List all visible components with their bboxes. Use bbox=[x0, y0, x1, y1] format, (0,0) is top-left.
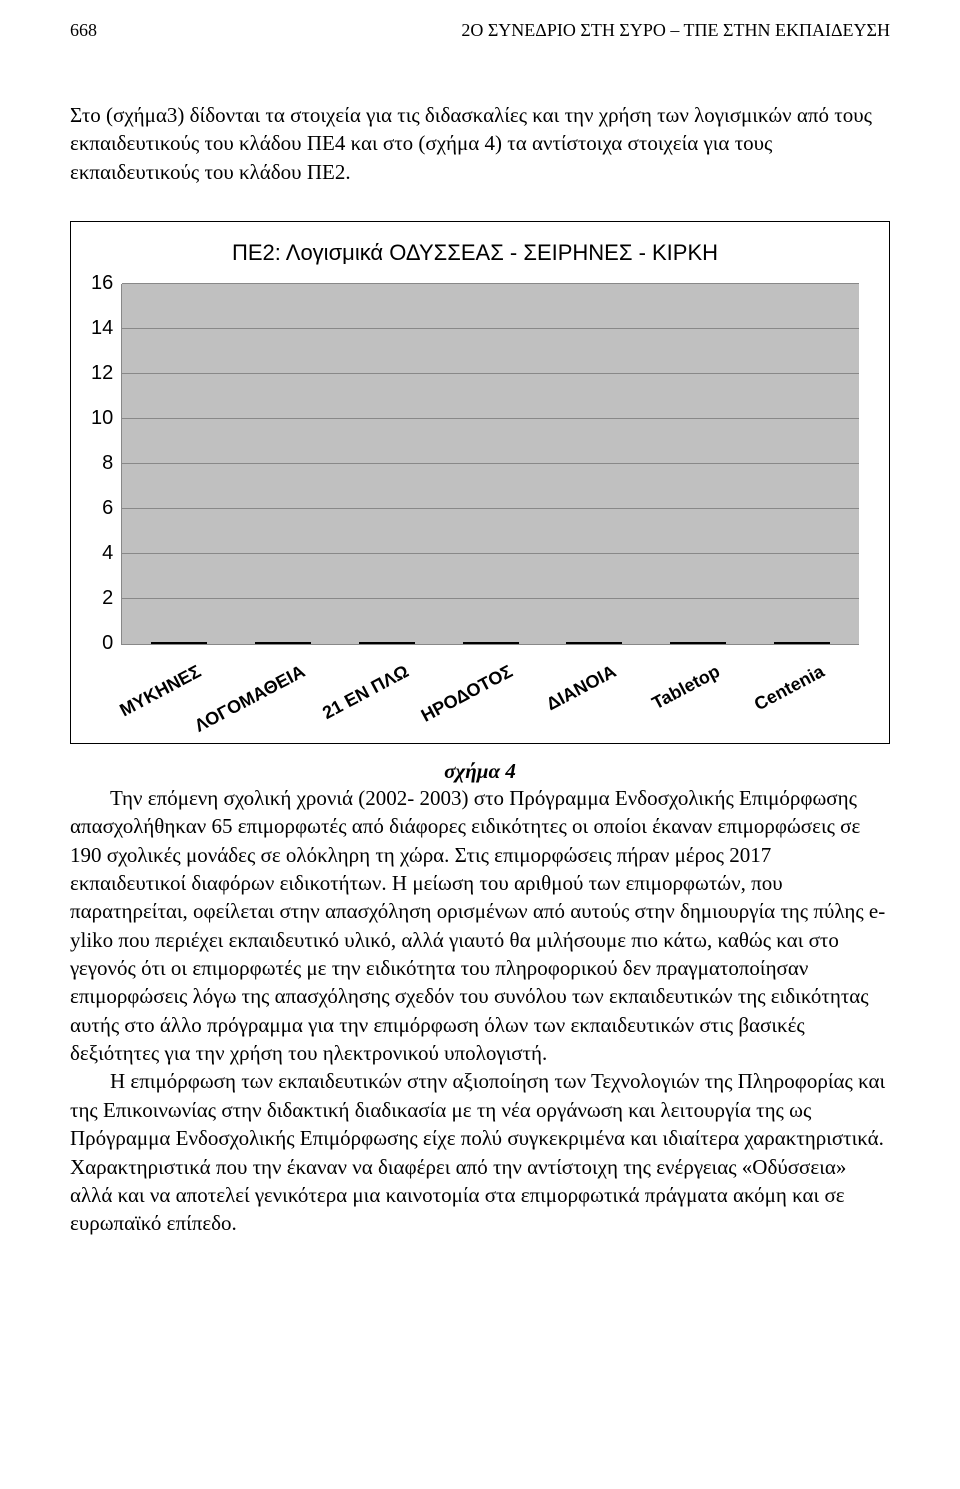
bar bbox=[359, 642, 415, 644]
bar bbox=[670, 642, 726, 644]
gridline bbox=[122, 553, 859, 554]
x-labels: ΜΥΚΗΝΕΣΛΟΓΟΜΑΘΕΙΑ21 ΕΝ ΠΛΩΗΡΟΔΟΤΟΣΔΙΑΝΟΙ… bbox=[133, 653, 859, 733]
bars-layer bbox=[122, 284, 859, 644]
bar bbox=[255, 642, 311, 644]
x-tick-label: ΔΙΑΝΟΙΑ bbox=[548, 653, 652, 733]
body-paragraph-1: Την επόμενη σχολική χρονιά (2002- 2003) … bbox=[70, 784, 890, 1067]
bar-slot bbox=[127, 642, 231, 644]
intro-paragraph: Στο (σχήμα3) δίδονται τα στοιχεία για τι… bbox=[70, 101, 890, 186]
y-axis: 1614121086420 bbox=[91, 284, 121, 644]
gridline bbox=[122, 463, 859, 464]
bar bbox=[774, 642, 830, 644]
bar-slot bbox=[750, 642, 854, 644]
plot-area bbox=[121, 284, 859, 645]
figure-caption: σχήμα 4 bbox=[70, 759, 890, 784]
body-paragraph-2: Η επιμόρφωση των εκπαιδευτικών στην αξιο… bbox=[70, 1067, 890, 1237]
bar-slot bbox=[543, 642, 647, 644]
page-number: 668 bbox=[70, 20, 97, 41]
gridline bbox=[122, 373, 859, 374]
x-tick-label: Tabletop bbox=[652, 653, 756, 733]
bar bbox=[151, 642, 207, 644]
bar-slot bbox=[231, 642, 335, 644]
body-text-2: Η επιμόρφωση των εκπαιδευτικών στην αξιο… bbox=[70, 1067, 890, 1237]
running-header: 668 2Ο ΣΥΝΕΔΡΙΟ ΣΤΗ ΣΥΡΟ – ΤΠΕ ΣΤΗΝ ΕΚΠΑ… bbox=[70, 20, 890, 41]
bar-slot bbox=[646, 642, 750, 644]
bar-slot bbox=[335, 642, 439, 644]
gridline bbox=[122, 328, 859, 329]
x-tick-label: Centenia bbox=[755, 653, 859, 733]
x-axis: ΜΥΚΗΝΕΣΛΟΓΟΜΑΘΕΙΑ21 ΕΝ ΠΛΩΗΡΟΔΟΤΟΣΔΙΑΝΟΙ… bbox=[91, 653, 859, 733]
bar bbox=[566, 642, 622, 644]
x-tick-label: ΛΟΓΟΜΑΘΕΙΑ bbox=[237, 653, 341, 733]
gridline bbox=[122, 418, 859, 419]
gridline bbox=[122, 598, 859, 599]
bar bbox=[463, 642, 519, 644]
x-tick-label: ΗΡΟΔΟΤΟΣ bbox=[444, 653, 548, 733]
chart-title: ΠΕ2: Λογισμικά ΟΔΥΣΣΕΑΣ - ΣΕΙΡΗΝΕΣ - ΚΙΡ… bbox=[91, 240, 859, 266]
chart-container: ΠΕ2: Λογισμικά ΟΔΥΣΣΕΑΣ - ΣΕΙΡΗΝΕΣ - ΚΙΡ… bbox=[70, 221, 890, 744]
body-text-1: Την επόμενη σχολική χρονιά (2002- 2003) … bbox=[70, 784, 890, 1067]
bar-slot bbox=[439, 642, 543, 644]
x-axis-spacer bbox=[91, 653, 133, 733]
running-title: 2Ο ΣΥΝΕΔΡΙΟ ΣΤΗ ΣΥΡΟ – ΤΠΕ ΣΤΗΝ ΕΚΠΑΙΔΕΥ… bbox=[461, 20, 890, 41]
gridline bbox=[122, 283, 859, 284]
gridline bbox=[122, 508, 859, 509]
intro-text: Στο (σχήμα3) δίδονται τα στοιχεία για τι… bbox=[70, 103, 872, 184]
chart-plot-row: 1614121086420 bbox=[91, 284, 859, 645]
